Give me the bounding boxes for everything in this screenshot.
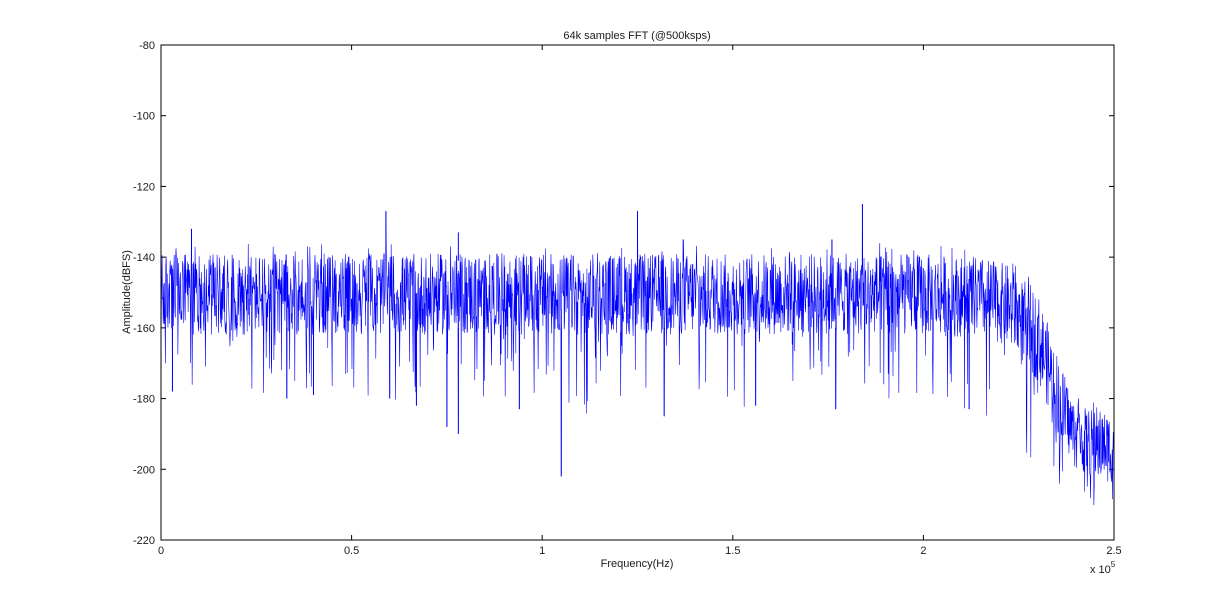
y-tick-label: -200 [133, 464, 155, 476]
y-tick-label: -140 [133, 252, 155, 264]
spectrum-plot [160, 204, 1115, 506]
x-tick-label: 2 [920, 545, 926, 557]
x-tick-label: 1 [539, 545, 545, 557]
x-axis-exponent-power: 5 [1111, 560, 1116, 569]
y-tick-label: -120 [133, 181, 155, 193]
y-tick-label: -180 [133, 394, 155, 406]
y-tick-label: -160 [133, 323, 155, 335]
plot-frame [160, 44, 1115, 541]
x-tick-label: 2.5 [1106, 545, 1121, 557]
x-axis-exponent-base: x 10 [1090, 564, 1111, 576]
y-axis-ticks: -220 -200 -180 -160 -140 -120 -100 -80 [133, 40, 1114, 547]
y-tick-label: -100 [133, 111, 155, 123]
x-tick-label: 1.5 [725, 545, 740, 557]
x-axis-label: Frequency(Hz) [601, 558, 674, 570]
y-tick-label: -220 [133, 535, 155, 547]
x-axis-exponent: x 105 [1090, 560, 1116, 576]
x-tick-label: 0 [158, 545, 164, 557]
y-axis-label: Amplitude(dBFS) [121, 250, 133, 334]
chart-title: 64k samples FFT (@500ksps) [563, 30, 710, 42]
y-tick-label: -80 [139, 40, 155, 52]
x-tick-label: 0.5 [344, 545, 359, 557]
x-axis-ticks: 0 0.5 1 1.5 2 2.5 [158, 45, 1122, 557]
